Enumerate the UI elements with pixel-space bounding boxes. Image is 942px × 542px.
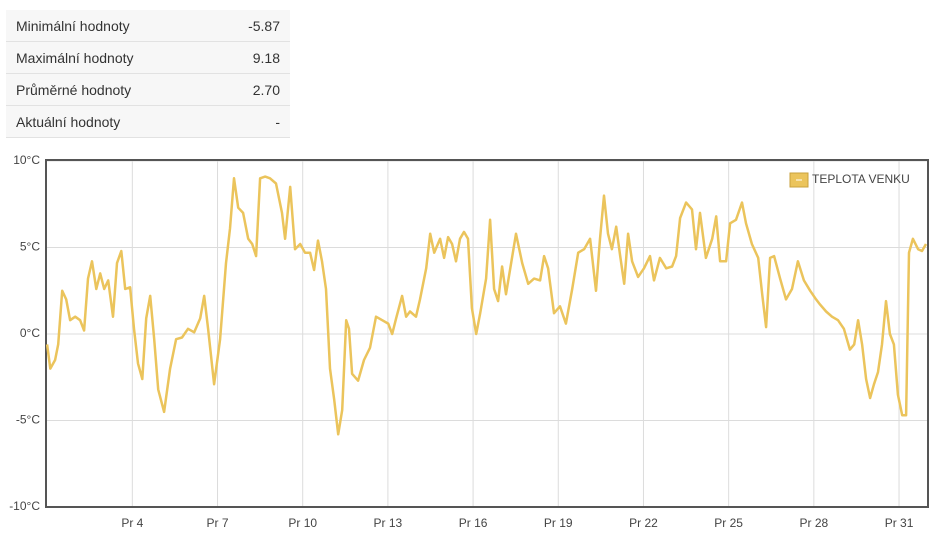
legend-label: TEPLOTA VENKU <box>812 172 910 186</box>
row-label: Aktuální hodnoty <box>16 114 121 130</box>
x-tick-label: Pr 4 <box>121 516 143 530</box>
y-tick-label: -10°C <box>9 499 40 513</box>
x-tick-label: Pr 16 <box>459 516 488 530</box>
y-tick-label: 5°C <box>20 240 40 254</box>
stats-row: Průměrné hodnoty 2.70 <box>6 74 290 106</box>
row-label: Maximální hodnoty <box>16 50 134 66</box>
row-value: -5.87 <box>248 18 280 34</box>
x-tick-label: Pr 10 <box>288 516 317 530</box>
plot-border <box>45 159 929 508</box>
stats-row: Aktuální hodnoty - <box>6 106 290 138</box>
stats-table: Minimální hodnoty -5.87 Maximální hodnoty 9… <box>6 10 290 138</box>
stats-row: Minimální hodnoty -5.87 <box>6 10 290 42</box>
row-label: Minimální hodnoty <box>16 18 130 34</box>
x-tick-label: Pr 31 <box>885 516 914 530</box>
row-label: Průměrné hodnoty <box>16 82 132 98</box>
y-tick-label: -5°C <box>16 413 40 427</box>
x-tick-label: Pr 22 <box>629 516 658 530</box>
stats-row: Maximální hodnoty 9.18 <box>6 42 290 74</box>
row-value: 9.18 <box>252 50 280 66</box>
row-value: - <box>275 114 280 130</box>
x-tick-label: Pr 7 <box>207 516 229 530</box>
series-line <box>45 175 928 436</box>
x-tick-label: Pr 25 <box>714 516 743 530</box>
x-tick-label: Pr 28 <box>800 516 829 530</box>
row-value: 2.70 <box>252 82 280 98</box>
x-tick-label: Pr 19 <box>544 516 573 530</box>
y-tick-label: 0°C <box>20 326 40 340</box>
x-tick-label: Pr 13 <box>374 516 403 530</box>
y-tick-label: 10°C <box>13 153 40 167</box>
